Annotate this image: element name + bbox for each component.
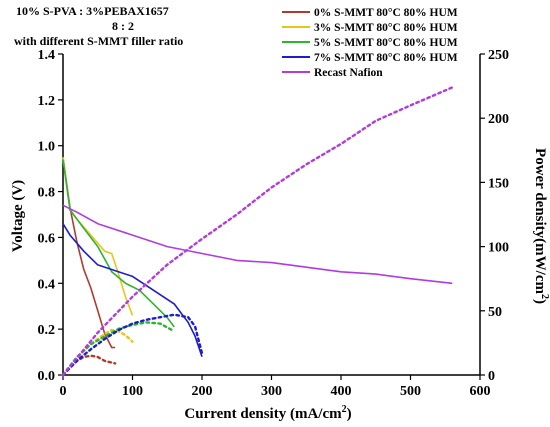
annotation-line-2: 8 : 2	[112, 19, 134, 33]
voltage-curve-recast-nafion	[62, 204, 453, 285]
y-left-tick-label: 0.2	[38, 323, 56, 338]
y-right-tick-label: 100	[488, 241, 509, 256]
x-tick-label: 500	[400, 384, 421, 399]
voltage-curve-3-s-mmt-80-c-80-hum	[62, 157, 134, 316]
voltage-curve-0-s-mmt-80-c-80-hum	[62, 157, 116, 349]
voltage-curve-5-s-mmt-80-c-80-hum	[62, 159, 175, 328]
y-left-tick-label: 1.4	[38, 48, 56, 63]
y-right-tick-label: 200	[488, 112, 509, 127]
x-axis-title: Current density (mA/cm2)	[184, 404, 351, 422]
annotation-line-1: 10% S-PVA : 3%PEBAX1657	[16, 4, 169, 18]
y-right-tick-label: 150	[488, 176, 509, 191]
y-left-tick-label: 0.6	[38, 231, 56, 246]
y-right-tick-label: 0	[488, 369, 495, 384]
tick-labels: 0 100 200 300 400 500 6000.00.20.40.60.81.01.2…	[38, 48, 510, 399]
y-left-tick-label: 0.0	[38, 369, 56, 384]
axis-ticks	[58, 53, 485, 380]
y-left-tick-label: 1.2	[38, 94, 56, 109]
y-axis-left-title: Voltage (V)	[10, 180, 26, 252]
annotation: 10% S-PVA : 3%PEBAX1657 8 : 2 with diffe…	[14, 4, 183, 48]
series-layer	[61, 86, 454, 377]
power-curve-3-s-mmt-80-c-80-hum	[61, 328, 134, 377]
y-right-tick-label: 50	[488, 305, 502, 320]
power-curve-7-s-mmt-80-c-80-hum	[61, 313, 204, 377]
legend-label: 0% S-MMT 80°C 80% HUM	[314, 7, 458, 19]
y-right-tick-label: 250	[488, 48, 509, 63]
x-tick-label: 0	[60, 384, 67, 399]
legend-label: 3% S-MMT 80°C 80% HUM	[314, 22, 458, 34]
voltage-curve-7-s-mmt-80-c-80-hum	[62, 223, 203, 357]
power-curve-recast-nafion	[61, 86, 454, 377]
x-tick-label: 100	[122, 384, 143, 399]
y-left-tick-label: 0.8	[38, 186, 56, 201]
y-axis-right-title: Power density(mW/cm2)	[532, 148, 550, 304]
x-tick-label: 200	[192, 384, 213, 399]
y-left-tick-label: 1.0	[38, 140, 56, 155]
x-tick-label: 600	[470, 384, 491, 399]
x-tick-label: 400	[331, 384, 352, 399]
y-left-tick-label: 0.4	[38, 277, 56, 292]
legend-label: Recast Nafion	[314, 67, 383, 79]
legend-label: 5% S-MMT 80°C 80% HUM	[314, 37, 458, 49]
legend: 0% S-MMT 80°C 80% HUM 3% S-MMT 80°C 80% H…	[282, 7, 458, 79]
annotation-line-3: with different S-MMT filler ratio	[14, 34, 183, 48]
legend-label: 7% S-MMT 80°C 80% HUM	[314, 52, 458, 64]
x-tick-label: 300	[261, 384, 282, 399]
